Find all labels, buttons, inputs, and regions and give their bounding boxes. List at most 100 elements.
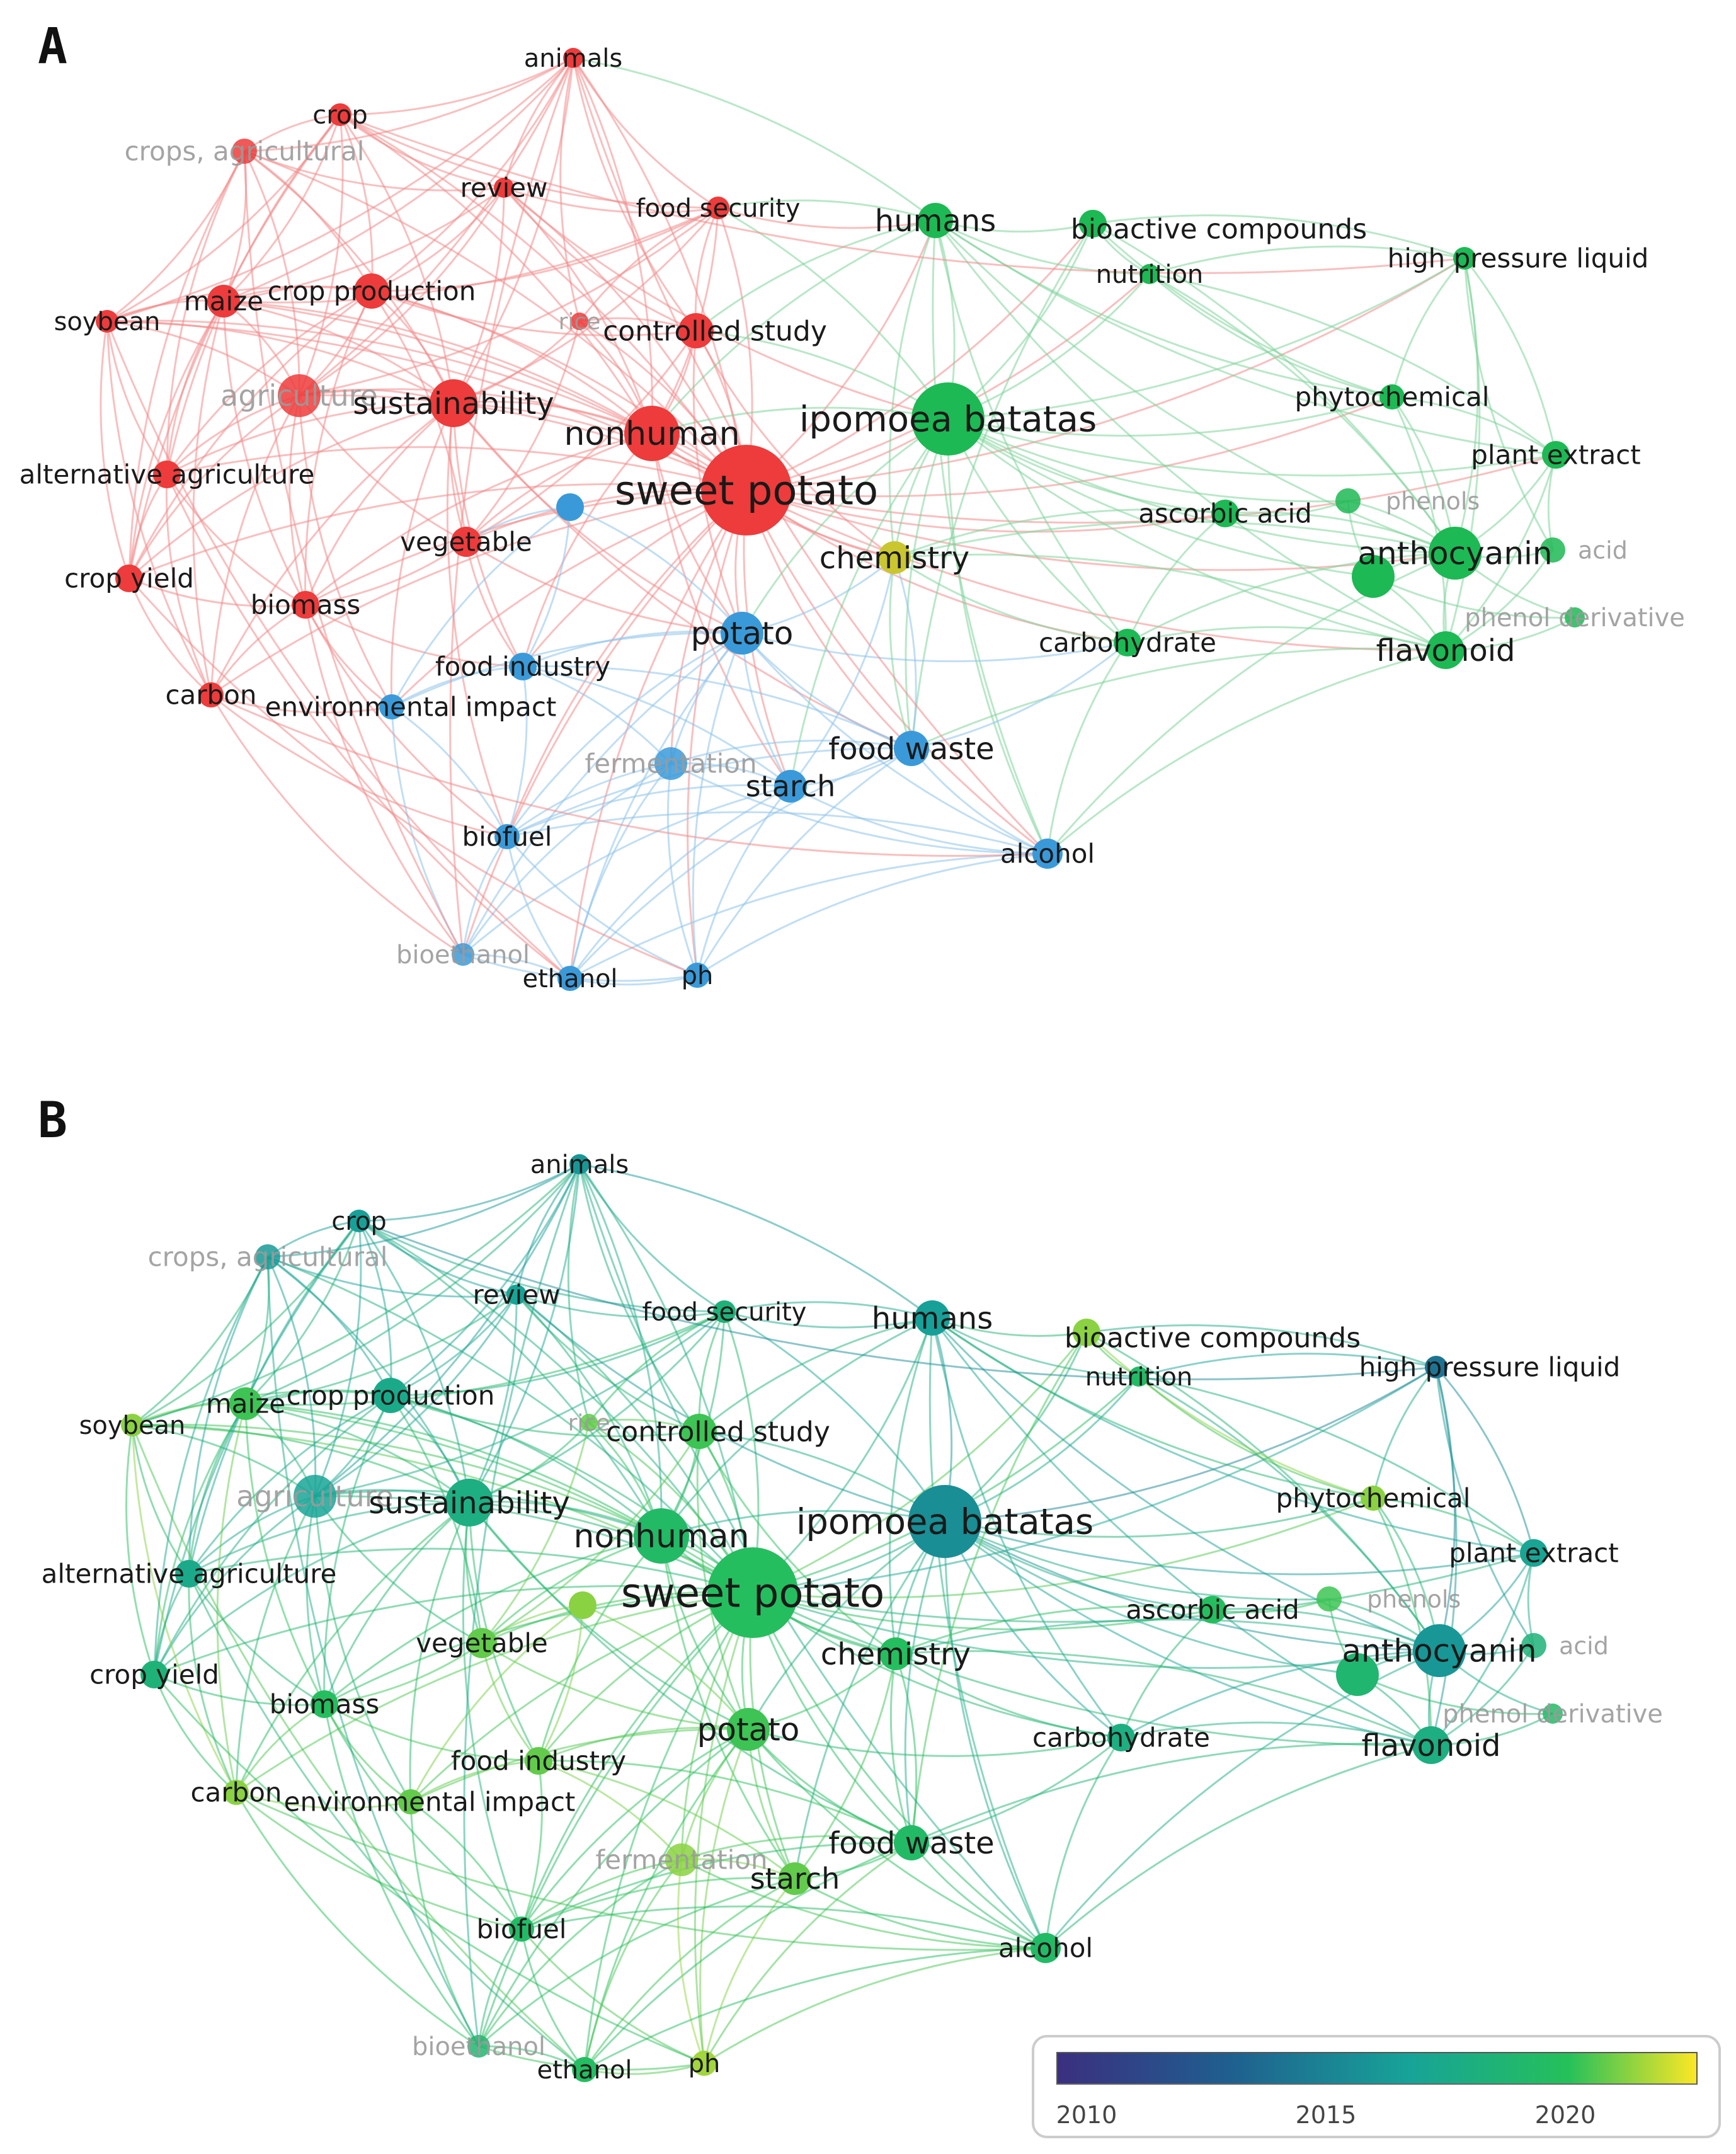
network-edge — [210, 402, 454, 696]
network-edge — [932, 1317, 1374, 1499]
keyword-label-humans: humans — [872, 1301, 993, 1336]
network-edge — [503, 57, 574, 188]
network-edge — [210, 604, 306, 696]
keyword-label-food-waste: food waste — [828, 731, 994, 767]
keyword-label-review: review — [473, 1280, 561, 1310]
network-edge — [889, 1653, 913, 1843]
keyword-label-controlled-study: controlled study — [606, 1416, 830, 1448]
network-edge — [1086, 1331, 1441, 1651]
network-edge — [746, 454, 1556, 524]
keyword-node-anth-big — [1352, 555, 1395, 598]
keyword-label-plant-extract: plant extract — [1471, 440, 1641, 471]
keyword-label-controlled-study: controlled study — [603, 315, 827, 347]
network-edge — [567, 1164, 590, 1423]
network-edge — [371, 57, 574, 292]
network-edge — [100, 321, 130, 579]
network-edge — [1372, 1366, 1437, 1499]
network-edge — [752, 1591, 1440, 1669]
network-edge — [244, 57, 574, 152]
network-edge — [911, 647, 1446, 750]
network-edge — [298, 395, 467, 543]
panel-b-overlay-network: B animals crop crops, agricultural review fo… — [38, 1092, 1721, 2138]
panel-a-cluster-network: A animals crop crops, agricultural review fo… — [20, 18, 1685, 994]
keyword-node-flavonoid — [1427, 631, 1465, 669]
network-edge — [1372, 1498, 1432, 1746]
network-edge — [1463, 258, 1557, 455]
keyword-label-ph: ph — [688, 2049, 721, 2078]
keyword-node-starch — [779, 1862, 811, 1895]
keyword-node-sustainability — [430, 379, 477, 427]
network-edge — [538, 1726, 749, 1762]
network-edge — [106, 320, 300, 397]
network-edge — [934, 220, 1129, 643]
network-edge — [889, 557, 913, 749]
keyword-label-anthocyanin: anthocyanin — [1357, 536, 1552, 572]
panel-a-nodes — [96, 48, 1585, 991]
network-edge — [522, 665, 912, 750]
keyword-label-green-acid: acid — [1578, 536, 1628, 564]
keyword-node-crop — [348, 1210, 370, 1232]
keyword-node-vegetable — [451, 527, 481, 557]
network-edge — [559, 57, 581, 322]
network-edge — [340, 57, 574, 116]
keyword-label-bioactive-compounds: bioactive compounds — [1065, 1322, 1361, 1354]
keyword-label-food-security: food security — [636, 194, 801, 223]
keyword-node-animals — [569, 1154, 590, 1174]
network-edge — [267, 1256, 754, 1594]
network-edge — [516, 1293, 725, 1319]
network-edge — [340, 113, 1465, 274]
network-edge — [588, 1310, 725, 1423]
network-edge — [371, 290, 697, 336]
network-edge — [660, 1535, 750, 1730]
network-edge — [1391, 396, 1556, 456]
network-edge — [391, 665, 523, 708]
network-edge — [947, 418, 1128, 644]
network-edge — [128, 301, 225, 579]
network-edge — [468, 1164, 581, 1503]
network-edge — [506, 836, 571, 979]
network-edge — [166, 290, 372, 475]
network-edge — [1085, 1331, 1374, 1499]
year-color-legend: 2010 2015 2020 — [1032, 2035, 1721, 2138]
keyword-node-high-pressure-liquid — [1453, 247, 1476, 270]
keyword-node-potato — [721, 612, 763, 655]
network-edge — [358, 1163, 580, 1222]
keyword-label-chemistry: chemistry — [821, 1637, 971, 1672]
network-edge — [935, 219, 1094, 233]
network-edge — [538, 1760, 912, 1844]
network-edge — [670, 740, 912, 765]
network-edge — [687, 490, 748, 976]
keyword-label-nonhuman: nonhuman — [564, 415, 740, 453]
network-edge — [1149, 273, 1393, 398]
network-edge — [746, 396, 1393, 498]
network-edge — [462, 1502, 523, 1930]
network-edge — [314, 1496, 412, 1802]
network-edge — [677, 1859, 705, 2064]
network-edge — [358, 1220, 471, 1503]
network-edge — [462, 632, 743, 955]
network-edge — [1121, 1721, 1432, 1746]
network-edge — [931, 1317, 1440, 1652]
network-edge — [794, 1877, 1046, 1949]
keyword-label-nutrition: nutrition — [1096, 260, 1204, 289]
network-edge — [188, 1501, 470, 1575]
network-edge — [944, 1520, 1213, 1611]
network-edge — [747, 1520, 945, 1730]
keyword-label-food-industry: food industry — [435, 651, 610, 682]
network-edge — [304, 604, 392, 708]
network-edge — [1092, 222, 1456, 554]
keyword-node-blue-small — [569, 1591, 597, 1619]
network-edge — [944, 1520, 1432, 1746]
keyword-node-environmental-impact — [379, 694, 404, 719]
network-edge — [314, 1220, 362, 1497]
network-edge — [188, 1256, 269, 1574]
network-edge — [153, 1674, 237, 1794]
network-edge — [893, 557, 917, 749]
keyword-label-food-industry: food industry — [451, 1746, 626, 1777]
network-edge — [746, 489, 1446, 651]
network-edge — [932, 1317, 1139, 1378]
network-edge — [223, 300, 653, 435]
network-edge — [522, 507, 571, 667]
network-edge — [1225, 500, 1349, 517]
network-edge — [572, 57, 719, 209]
